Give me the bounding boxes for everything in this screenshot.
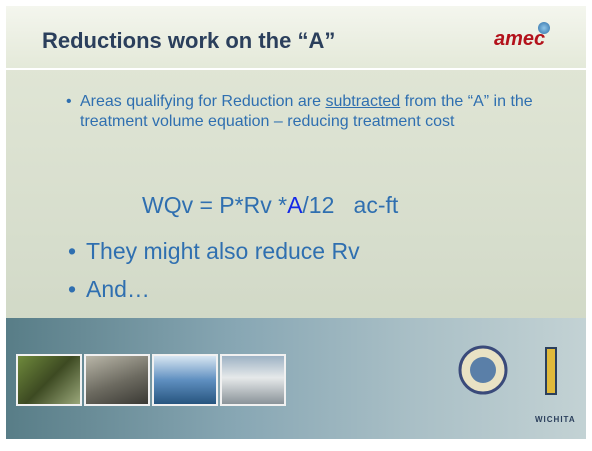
photo xyxy=(84,354,150,406)
photo xyxy=(16,354,82,406)
bullet: •They might also reduce Rv xyxy=(86,238,360,265)
slide-title: Reductions work on the “A” xyxy=(42,28,335,54)
bullet: •And… xyxy=(86,276,150,303)
amec-logo: amec xyxy=(494,28,545,51)
bullet-text: They might also reduce Rv xyxy=(86,238,360,264)
equation: WQv = P*Rv *A/12 ac-ft xyxy=(142,192,398,219)
bullet-dot: • xyxy=(68,238,76,265)
photo xyxy=(152,354,218,406)
equation-variable: A xyxy=(287,192,302,218)
title-band: Reductions work on the “A” amec xyxy=(6,6,586,70)
footer-band: WICHITA xyxy=(6,318,586,439)
bullet: •Areas qualifying for Reduction are subt… xyxy=(80,92,550,132)
photo xyxy=(220,354,286,406)
wichita-emblem xyxy=(536,344,566,402)
equation-text: /12 ac-ft xyxy=(302,192,398,218)
equation-text: WQv = P*Rv * xyxy=(142,192,287,218)
page: {"header": {"title": "Reductions work on… xyxy=(0,6,592,451)
bullet-dot: • xyxy=(66,92,72,112)
underlined-text: subtracted xyxy=(325,93,400,110)
bullet-dot: • xyxy=(68,276,76,303)
emblem-shape xyxy=(546,348,556,394)
bullet-text: Areas qualifying for Reduction are xyxy=(80,93,325,110)
seal-center xyxy=(470,357,496,383)
city-seal xyxy=(458,344,508,396)
wichita-logo-text: WICHITA xyxy=(535,415,576,424)
slide: Reductions work on the “A” amec •Areas q… xyxy=(6,6,586,439)
bullet-text: And… xyxy=(86,276,150,302)
logo-globe xyxy=(538,22,550,34)
